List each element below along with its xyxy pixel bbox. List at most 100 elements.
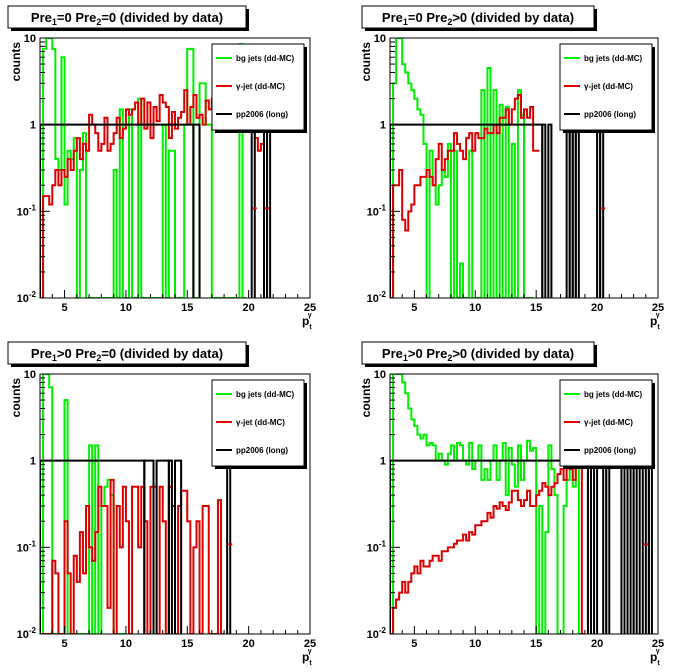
series-bin-pp <box>143 459 155 634</box>
title-part: =0 (divided by data) <box>101 346 223 361</box>
x-tick-label: 25 <box>652 638 664 650</box>
y-tick-label: 1 <box>30 120 36 132</box>
title-subscript: 1 <box>52 353 57 363</box>
y-tick-base: 10 <box>24 33 36 45</box>
legend-label-pp: pp2006 (long) <box>584 446 636 455</box>
y-axis-title: counts <box>9 378 23 418</box>
legend-label-pp: pp2006 (long) <box>236 110 288 119</box>
y-tick-exponent: -1 <box>29 539 37 548</box>
x-axis-sub: t <box>657 324 660 331</box>
chart-panel-1: Pre1=0 Pre2=0 (divided by data)5 10 15 20 25… <box>7 5 316 331</box>
y-tick-base: 10 <box>367 206 379 218</box>
y-axis-title: counts <box>9 42 23 82</box>
x-tick-label: 25 <box>652 302 664 314</box>
y-tick-label: 10 <box>374 369 386 381</box>
y-tick-base: 10 <box>17 629 29 641</box>
y-tick-label: 10 <box>374 33 386 45</box>
x-tick-label: 10 <box>120 302 132 314</box>
y-tick-base: 1 <box>380 456 386 468</box>
y-tick-exponent: -2 <box>379 626 387 635</box>
y-tick-label: 10-2 <box>367 290 387 305</box>
x-tick-label: 20 <box>243 638 255 650</box>
chart-panel-4: Pre1>0 Pre2>0 (divided by data)5 10 15 20 25… <box>359 341 664 667</box>
x-tick-label: 15 <box>181 638 193 650</box>
title-box <box>361 341 595 365</box>
y-tick-base: 10 <box>24 369 36 381</box>
y-tick-base: 10 <box>374 33 386 45</box>
series-bin-pp <box>226 459 232 634</box>
title-subscript: 2 <box>96 353 101 363</box>
x-tick-label: 10 <box>469 638 481 650</box>
series-bin-pp <box>632 459 638 634</box>
y-tick-base: 10 <box>367 293 379 305</box>
legend-gamma: γ <box>236 82 241 91</box>
series-line-bg <box>390 374 582 634</box>
x-axis-sub: t <box>657 660 660 667</box>
title-box <box>361 5 595 29</box>
x-axis-p: p <box>302 314 309 328</box>
series-line-gj <box>390 459 585 634</box>
legend-label-bg: bg jets (dd-MC) <box>584 54 643 63</box>
title-part: =0 (divided by data) <box>101 10 223 25</box>
y-tick-base: 10 <box>374 369 386 381</box>
y-tick-label: 10-2 <box>17 626 37 641</box>
x-axis-sub: t <box>309 660 312 667</box>
legend-gj-text: -jet (dd-MC) <box>588 418 633 427</box>
y-tick-label: 1 <box>380 456 386 468</box>
series-bin-pp <box>586 459 592 634</box>
legend-gamma: γ <box>584 82 589 91</box>
series-bin-pp <box>547 123 553 298</box>
legend-label-bg: bg jets (dd-MC) <box>584 390 643 399</box>
y-tick-base: 10 <box>17 293 29 305</box>
y-tick-exponent: -1 <box>379 539 387 548</box>
title-subscript: 1 <box>403 17 408 27</box>
title-part: Pre <box>382 10 403 25</box>
y-tick-label: 10 <box>24 33 36 45</box>
chart-panel-2: Pre1=0 Pre2>0 (divided by data)5 10 15 20 25… <box>359 5 664 331</box>
series-bin-pp <box>599 123 605 298</box>
x-tick-label: 10 <box>469 302 481 314</box>
title-subscript: 1 <box>403 353 408 363</box>
y-tick-label: 10-1 <box>17 203 37 218</box>
y-tick-base: 1 <box>380 120 386 132</box>
title-part: Pre <box>31 10 52 25</box>
x-axis-title: ptγ <box>302 648 312 667</box>
x-tick-label: 10 <box>120 638 132 650</box>
y-tick-label: 10-2 <box>17 290 37 305</box>
legend-label-gj: γ-jet (dd-MC) <box>584 418 633 427</box>
y-tick-label: 1 <box>30 456 36 468</box>
y-tick-label: 10-1 <box>17 539 37 554</box>
legend-gj-text: -jet (dd-MC) <box>240 82 285 91</box>
title-box <box>7 341 247 365</box>
series-bin-pp <box>266 123 272 298</box>
legend-gj-text: -jet (dd-MC) <box>240 418 285 427</box>
legend-label-bg: bg jets (dd-MC) <box>236 390 295 399</box>
series-line-gj <box>40 478 225 634</box>
plot-area <box>390 374 653 634</box>
y-tick-base: 10 <box>367 542 379 554</box>
y-tick-label: 10-2 <box>367 626 387 641</box>
x-axis-sub: t <box>309 324 312 331</box>
x-axis-sup: γ <box>308 648 312 655</box>
title-part: >0 (divided by data) <box>452 346 574 361</box>
x-tick-label: 20 <box>591 638 603 650</box>
y-tick-exponent: -2 <box>29 626 37 635</box>
series-bin-pp <box>167 459 173 634</box>
x-axis-title: ptγ <box>302 312 312 331</box>
x-tick-label: 5 <box>411 638 417 650</box>
title-part: Pre <box>382 346 403 361</box>
series-bin-pp <box>574 123 580 298</box>
title-subscript: 2 <box>447 17 452 27</box>
title-part: >0 (divided by data) <box>452 10 574 25</box>
y-tick-base: 10 <box>17 206 29 218</box>
title-part: =0 Pre <box>408 10 447 25</box>
x-tick-label: 15 <box>530 638 542 650</box>
x-tick-label: 25 <box>304 302 316 314</box>
x-axis-sup: γ <box>656 648 660 655</box>
x-tick-label: 25 <box>304 638 316 650</box>
series-line-bg <box>390 38 534 298</box>
title-part: =0 Pre <box>57 10 96 25</box>
chart-title: Pre1=0 Pre2=0 (divided by data) <box>31 10 223 27</box>
y-tick-label: 10-1 <box>367 539 387 554</box>
